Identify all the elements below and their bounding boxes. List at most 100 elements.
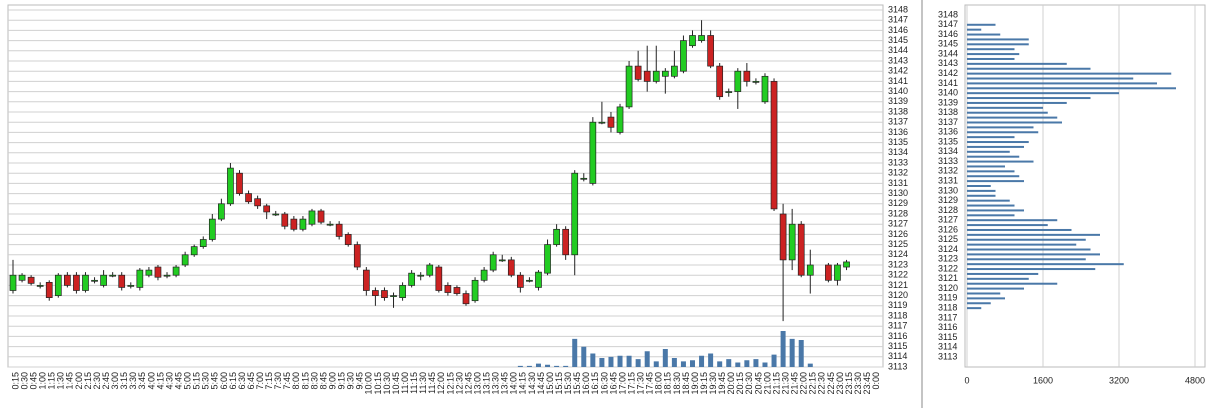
candle-body <box>707 35 714 67</box>
volume-bar <box>762 362 768 367</box>
y-tick-label: 3134 <box>888 147 908 157</box>
profile-bar <box>967 23 996 26</box>
candle-body <box>254 198 261 207</box>
volume-bar <box>717 361 723 367</box>
volume-bar <box>635 359 641 367</box>
candle-body <box>245 193 252 203</box>
x-tick-label: 16:15 <box>590 372 600 395</box>
profile-bar <box>967 28 982 31</box>
volume-bar <box>807 363 813 367</box>
y-tick-label: 3146 <box>938 29 958 39</box>
y-tick-label: 3116 <box>938 322 957 332</box>
profile-bar <box>967 307 982 310</box>
profile-bar <box>967 101 1067 104</box>
volume-bar <box>699 355 705 367</box>
candle-body <box>580 177 588 180</box>
volume-bar <box>680 361 686 367</box>
profile-bar <box>967 224 1048 227</box>
y-tick-label: 3120 <box>888 290 908 300</box>
x-tick-label: 20:15 <box>735 372 745 395</box>
candle-body <box>136 269 144 288</box>
y-tick-label: 3137 <box>888 117 908 127</box>
candle-body <box>263 205 271 213</box>
candle-body <box>218 203 225 220</box>
profile-bar <box>967 82 1157 85</box>
profile-bar <box>967 116 1058 119</box>
profile-bar <box>967 277 1029 280</box>
x-tick-label: 6:15 <box>228 372 238 390</box>
candle-body <box>571 172 579 256</box>
profile-bar <box>967 126 1034 129</box>
profile-bar <box>967 170 1015 173</box>
x-tick-label: 2:30 <box>92 372 102 390</box>
y-tick-label: 3145 <box>938 39 958 49</box>
profile-bar <box>967 111 1048 114</box>
candle-body <box>806 264 814 276</box>
y-tick-label: 3118 <box>888 310 907 320</box>
candle-body <box>725 91 733 93</box>
y-tick-label: 3132 <box>938 166 958 176</box>
y-tick-label: 3117 <box>888 321 907 331</box>
profile-bar <box>967 131 1039 134</box>
y-tick-label: 3147 <box>888 15 908 25</box>
candle-body <box>643 70 651 82</box>
x-tick-label: 9:30 <box>346 372 356 390</box>
candle-body <box>634 65 642 80</box>
x-tick-label: 23:30 <box>853 372 863 395</box>
y-tick-label: 3119 <box>938 293 957 303</box>
x-tick-label: 23:15 <box>844 372 854 395</box>
candle-body <box>788 223 796 261</box>
x-tick-label: 10:00 <box>364 372 374 395</box>
y-tick-label: 3131 <box>888 178 908 188</box>
y-tick-label: 3115 <box>938 332 957 342</box>
candle-body <box>299 218 307 230</box>
candle-body <box>544 244 551 274</box>
y-tick-label: 3116 <box>888 331 907 341</box>
profile-bar <box>967 121 1062 124</box>
x-tick-label: 12:45 <box>463 372 473 395</box>
y-tick-label: 3126 <box>888 229 908 239</box>
y-tick-label: 3136 <box>888 127 908 137</box>
y-tick-label: 3124 <box>938 244 958 254</box>
volume-bar <box>626 355 632 367</box>
x-tick-label: 4:00 <box>146 372 156 390</box>
x-tick-label: 22:15 <box>808 372 818 395</box>
x-tick-label: 23:45 <box>862 372 872 395</box>
x-tick-label: 21:00 <box>762 372 772 395</box>
y-tick-label: 3142 <box>938 68 958 78</box>
x-tick-label: 10:45 <box>391 372 401 395</box>
x-tick-label: 14:30 <box>527 372 537 395</box>
volume-bar <box>735 362 741 367</box>
profile-bar <box>967 282 1058 285</box>
candle-body <box>589 121 597 184</box>
y-tick-label: 3147 <box>938 19 958 29</box>
volume-bar <box>653 361 659 367</box>
x-tick-label: 4:45 <box>173 372 183 390</box>
profile-bar <box>967 38 1029 41</box>
y-tick-label: 3119 <box>888 300 907 310</box>
y-tick-label: 3125 <box>938 234 958 244</box>
x-tick-label: 3:30 <box>128 372 138 390</box>
volume-bar <box>744 360 750 367</box>
candle-body <box>208 218 216 240</box>
candle-body <box>172 266 180 276</box>
candle-body <box>743 70 751 82</box>
y-tick-label: 3137 <box>938 117 958 127</box>
candle-body <box>344 234 352 245</box>
profile-bar <box>967 199 1010 202</box>
candle-body <box>82 274 89 291</box>
candle-body <box>507 259 515 276</box>
x-tick-label: 7:45 <box>282 372 292 390</box>
candle-body <box>64 274 71 286</box>
volume-bar <box>662 349 668 367</box>
profile-bar <box>967 302 991 305</box>
profile-bar <box>967 219 1058 222</box>
y-tick-label: 3143 <box>938 58 958 68</box>
profile-bar <box>967 77 1134 80</box>
candle-body <box>652 70 660 82</box>
x-tick-label: 8:15 <box>300 372 310 390</box>
candle-body <box>381 290 388 298</box>
candle-body <box>462 293 470 305</box>
x-tick-label: 22:30 <box>817 372 827 395</box>
